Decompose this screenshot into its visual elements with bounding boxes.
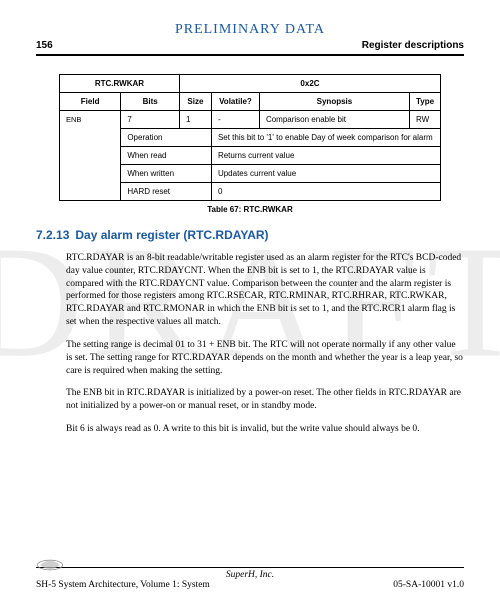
footer-bottom-row: SH-5 System Architecture, Volume 1: Syst… (36, 580, 464, 590)
paragraph-4: Bit 6 is always read as 0. A write to th… (66, 423, 464, 436)
subrow-label: When written (121, 165, 212, 183)
data-row: ENB 7 1 - Comparison enable bit RW (59, 111, 440, 129)
page-number: 156 (36, 40, 53, 51)
subrow-label: When read (121, 147, 212, 165)
paragraph-3: The ENB bit in RTC.RDAYAR is initialized… (66, 387, 464, 413)
header-row: 156 Register descriptions (36, 40, 464, 56)
footer-company: SuperH, Inc. (36, 570, 464, 580)
footer-doc-title: SH-5 System Architecture, Volume 1: Syst… (36, 580, 210, 590)
section-number: 7.2.13 (36, 228, 69, 242)
col-synopsis: Synopsis (259, 93, 409, 111)
subrow-label: Operation (121, 129, 212, 147)
table-caption: Table 67: RTC.RWKAR (36, 205, 464, 214)
col-type: Type (409, 93, 440, 111)
subrow-value: Set this bit to '1' to enable Day of wee… (211, 129, 440, 147)
size-value: 1 (179, 111, 211, 129)
bits-value: 7 (121, 111, 180, 129)
col-bits: Bits (121, 93, 180, 111)
subrow-value: 0 (211, 183, 440, 201)
paragraph-1: RTC.RDAYAR is an 8-bit readable/writable… (66, 252, 464, 329)
volatile-value: - (211, 111, 259, 129)
register-table: RTC.RWKAR 0x2C Field Bits Size Volatile?… (59, 74, 441, 201)
subrow-label: HARD reset (121, 183, 212, 201)
company-logo-icon (36, 558, 64, 572)
col-size: Size (179, 93, 211, 111)
col-field: Field (59, 93, 120, 111)
paragraph-2: The setting range is decimal 01 to 31 + … (66, 339, 464, 377)
page-content: PRELIMINARY DATA 156 Register descriptio… (0, 0, 500, 604)
section-heading: 7.2.13 Day alarm register (RTC.RDAYAR) (36, 228, 464, 242)
field-value: ENB (59, 111, 120, 201)
subrow-value: Returns current value (211, 147, 440, 165)
section-title: Register descriptions (362, 40, 464, 51)
reg-addr-cell: 0x2C (179, 75, 440, 93)
subrow-value: Updates current value (211, 165, 440, 183)
type-value: RW (409, 111, 440, 129)
col-volatile: Volatile? (211, 93, 259, 111)
page-footer: SuperH, Inc. SH-5 System Architecture, V… (0, 567, 500, 590)
preliminary-header: PRELIMINARY DATA (36, 22, 464, 38)
synopsis-value: Comparison enable bit (259, 111, 409, 129)
section-title-text: Day alarm register (RTC.RDAYAR) (75, 228, 268, 242)
reg-name-cell: RTC.RWKAR (59, 75, 179, 93)
footer-doc-id: 05-SA-10001 v1.0 (393, 580, 464, 590)
footer-rule (36, 567, 464, 568)
column-header-row: Field Bits Size Volatile? Synopsis Type (59, 93, 440, 111)
